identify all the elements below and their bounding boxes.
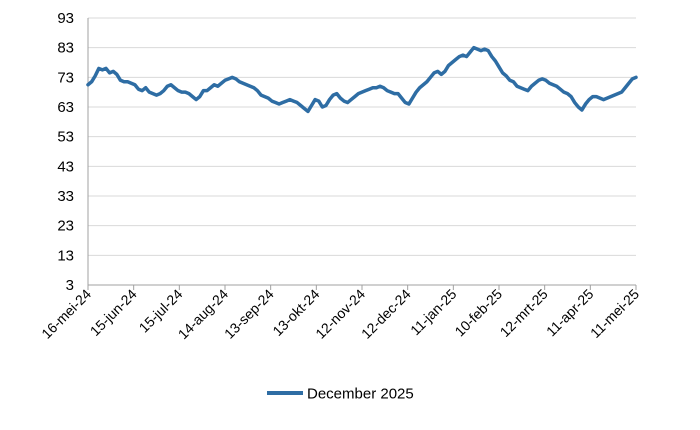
y-tick-label-53: 53 <box>57 129 74 146</box>
series-group <box>86 45 638 114</box>
y-tick-label-93: 93 <box>57 10 74 27</box>
y-axis-tick-labels: 3 13 23 33 43 53 63 73 83 93 <box>57 10 74 294</box>
y-tick-label-23: 23 <box>57 218 74 235</box>
y-tick-label-33: 33 <box>57 188 74 205</box>
x-tick-label-10-feb-25: 10-feb-25 <box>451 286 505 340</box>
x-tick-label-11-jan-25: 11-jan-25 <box>407 286 460 339</box>
y-tick-label-63: 63 <box>57 99 74 116</box>
y-tick-label-3: 3 <box>66 277 74 294</box>
x-tick-label-16-mei-24: 16-mei-24 <box>38 286 94 342</box>
y-tick-label-13: 13 <box>57 247 74 264</box>
y-tick-label-43: 43 <box>57 158 74 175</box>
x-tick-label-15-jun-24: 15-jun-24 <box>87 286 140 339</box>
x-tick-label-14-aug-24: 14-aug-24 <box>175 286 232 343</box>
x-tick-label-12-dec-24: 12-dec-24 <box>358 286 414 342</box>
x-tick-label-12-mrt-25: 12-mrt-25 <box>497 286 551 340</box>
x-tick-label-13-sep-24: 13-sep-24 <box>221 286 277 342</box>
x-axis-tick-labels: 16-mei-2415-jun-2415-jul-2414-aug-2413-s… <box>38 285 642 342</box>
axes <box>87 18 636 286</box>
legend: December 2025 <box>267 386 414 403</box>
legend-label-december-2025: December 2025 <box>307 386 414 403</box>
y-tick-label-73: 73 <box>57 69 74 86</box>
series-line-december-2025 <box>86 45 638 114</box>
x-tick-label-11-mei-25: 11-mei-25 <box>587 286 642 341</box>
gridlines <box>88 17 636 256</box>
y-tick-label-83: 83 <box>57 40 74 57</box>
